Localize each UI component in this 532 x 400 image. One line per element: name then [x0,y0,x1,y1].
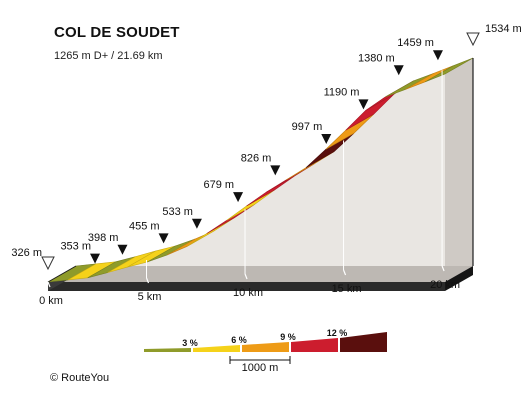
start-marker [41,256,55,271]
km-tick [441,265,445,272]
elevation-marker-label: 997 m [292,121,323,133]
elevation-marker [358,99,369,110]
km-tick [244,273,248,280]
legend-swatch [242,342,289,352]
legend-swatch [193,345,240,352]
elevation-marker-label: 455 m [129,220,160,232]
elevation-marker-label: 679 m [203,179,234,191]
profile-walls [48,58,473,282]
elevation-marker [117,244,128,255]
elevation-marker [158,233,169,244]
legend-swatch [144,348,191,352]
elevation-marker [270,165,281,176]
legend-scale-label: 1000 m [242,362,279,374]
profile-front-wall [48,74,445,282]
km-tick-label: 10 km [233,287,263,299]
copyright-credit: © RouteYou [50,372,110,384]
km-tick-label: 20 km [430,279,460,291]
legend-label: 3 % [182,338,198,348]
base-slab-front [48,282,445,291]
legend-swatch [340,332,387,352]
km-tick [342,269,347,276]
base-slab-top [48,266,473,282]
grade-segments [47,57,474,283]
elevation-marker [393,65,404,76]
elevation-marker-label: 353 m [60,241,91,253]
legend-swatch [291,338,338,352]
chart-title: COL DE SOUDET [54,24,180,41]
elevation-marker-label: 1534 m [485,23,522,35]
km-tick-label: 0 km [39,295,63,307]
profile-end-cap [445,58,473,282]
elevation-marker-label: 326 m [11,247,42,259]
elevation-marker-label: 1459 m [397,37,434,49]
km-axis: 0 km 5 km 10 km 15 km 20 km [39,70,460,307]
km-tick [145,277,150,284]
profile-left-top-edge [47,265,77,283]
km-tick-label: 5 km [138,291,162,303]
summit-marker [466,32,480,47]
elevation-marker [233,192,244,203]
profile-base [48,266,473,291]
elevation-marker [321,133,332,144]
elevation-marker [90,253,101,264]
elevation-marker-label: 1380 m [358,52,395,64]
chart-subtitle: 1265 m D+ / 21.69 km [54,50,163,62]
legend-label: 12 % [327,328,348,338]
legend-label: 9 % [280,332,296,342]
elevation-marker [191,218,202,229]
elevation-marker-label: 826 m [241,152,272,164]
elevation-marker-label: 398 m [88,232,119,244]
legend-label: 6 % [231,335,247,345]
km-tick-label: 15 km [332,283,362,295]
km-tick [47,281,51,288]
elevation-marker-label: 1190 m [324,86,360,98]
base-slab-side [445,266,473,291]
grade-legend: 3 % 6 % 9 % 12 % 1000 m [144,328,387,374]
elevation-marker-label: 533 m [162,206,193,218]
elevation-marker [432,50,443,61]
